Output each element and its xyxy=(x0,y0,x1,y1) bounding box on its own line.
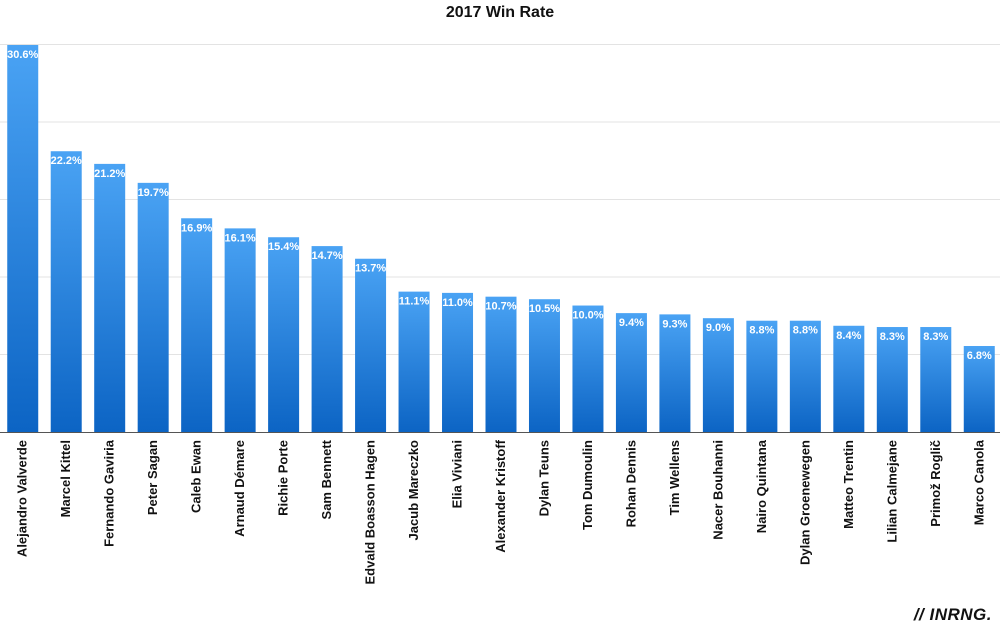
bar xyxy=(615,313,647,432)
x-tick-labels: Alejandro Valverde Marcel Kittel Fernando … xyxy=(15,439,987,584)
bar xyxy=(355,258,387,432)
x-tick-label: Sam Bennett xyxy=(319,439,334,519)
x-tick-label: Alexander Kristoff xyxy=(493,439,508,552)
data-label: 11.0% xyxy=(442,297,473,309)
data-label: 10.0% xyxy=(572,310,603,322)
x-tick-label: Peter Sagan xyxy=(145,440,160,515)
data-label: 21.2% xyxy=(94,168,125,180)
bar xyxy=(485,296,517,432)
data-label: 8.3% xyxy=(880,331,905,343)
data-label: 15.4% xyxy=(268,241,299,253)
data-label: 16.1% xyxy=(225,232,256,244)
data-label: 9.3% xyxy=(662,318,687,330)
data-label: 14.7% xyxy=(311,250,342,262)
x-tick-label: Caleb Ewan xyxy=(189,440,204,513)
x-tick-label: Primož Roglič xyxy=(928,440,943,527)
data-label: 8.8% xyxy=(793,325,818,337)
data-label: 22.2% xyxy=(51,155,82,167)
x-tick-label: Edvald Boasson Hagen xyxy=(363,440,378,585)
data-label: 19.7% xyxy=(138,187,169,199)
chart-title: 2017 Win Rate xyxy=(445,4,555,21)
bar xyxy=(50,151,82,432)
bar xyxy=(746,320,778,432)
bar xyxy=(7,45,39,432)
data-label: 8.4% xyxy=(836,330,861,342)
bar xyxy=(702,318,734,432)
bar xyxy=(268,237,300,432)
data-label: 6.8% xyxy=(967,350,992,362)
x-tick-label: Jacub Mareczko xyxy=(406,440,421,540)
data-label: 30.6% xyxy=(7,49,38,61)
x-tick-label: Marcel Kittel xyxy=(58,440,73,517)
x-tick-label: Nairo Quintana xyxy=(754,439,769,533)
brand-logo: // INRNG. xyxy=(913,605,992,624)
bar xyxy=(876,327,908,432)
bar xyxy=(789,320,821,432)
x-tick-label: Matteo Trentin xyxy=(841,440,856,529)
bars xyxy=(7,45,995,432)
x-tick-label: Nacer Bouhanni xyxy=(710,440,725,540)
x-tick-label: Tom Dumoulin xyxy=(580,440,595,530)
x-tick-label: Marco Canola xyxy=(971,439,986,525)
bar xyxy=(398,291,430,432)
bar xyxy=(442,292,474,432)
bar xyxy=(572,305,604,432)
bar xyxy=(920,327,952,432)
bar xyxy=(94,163,126,432)
bar xyxy=(963,346,995,432)
x-tick-label: Rohan Dennis xyxy=(623,440,638,527)
bar xyxy=(137,182,169,432)
data-label: 11.1% xyxy=(399,296,430,308)
bar xyxy=(833,325,865,432)
bar xyxy=(528,299,560,432)
data-label: 8.8% xyxy=(749,325,774,337)
x-tick-label: Dylan Groenewegen xyxy=(797,440,812,565)
data-label: 9.4% xyxy=(619,317,644,329)
x-tick-label: Dylan Teuns xyxy=(536,440,551,516)
data-label: 10.7% xyxy=(485,301,516,313)
data-label: 9.0% xyxy=(706,322,731,334)
bar xyxy=(311,246,343,432)
data-label: 10.5% xyxy=(529,303,560,315)
bar xyxy=(181,218,213,432)
x-tick-label: Fernando Gaviria xyxy=(102,439,117,547)
x-tick-label: Elia Viviani xyxy=(450,440,465,508)
x-tick-label: Alejandro Valverde xyxy=(15,440,30,557)
x-tick-label: Richie Porte xyxy=(276,440,291,516)
bar xyxy=(224,228,256,432)
data-label: 8.3% xyxy=(923,331,948,343)
x-tick-label: Arnaud Démare xyxy=(232,440,247,537)
data-label: 16.9% xyxy=(181,222,212,234)
data-label: 13.7% xyxy=(355,263,386,275)
data-labels: 30.6% 22.2% 21.2% 19.7% 16.9% 16.1% 15.4% 14.7%… xyxy=(7,49,992,362)
x-tick-label: Lilian Calmejane xyxy=(884,440,899,543)
bar xyxy=(659,314,691,432)
x-tick-label: Tim Wellens xyxy=(667,440,682,515)
